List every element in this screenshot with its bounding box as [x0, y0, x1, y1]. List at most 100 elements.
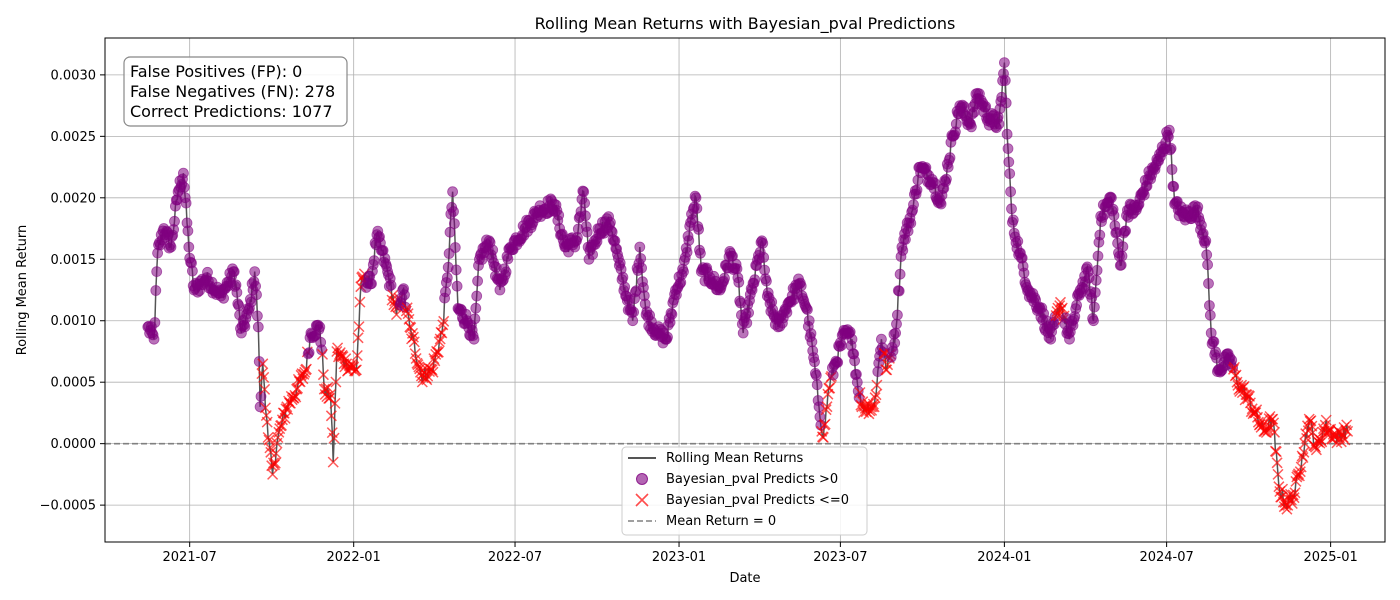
plot-frame [104, 37, 1386, 543]
positive-prediction-point [468, 333, 480, 345]
negative-prediction-point [267, 457, 280, 469]
positive-prediction-point [385, 279, 397, 291]
negative-prediction-point [390, 309, 403, 321]
positive-prediction-point [472, 275, 484, 287]
positive-prediction-point [366, 278, 377, 290]
positive-prediction-point [1091, 264, 1103, 276]
positive-prediction-point [448, 218, 460, 230]
x-tick-label: 2022-07 [488, 550, 542, 565]
positive-prediction-point [449, 242, 461, 253]
positive-prediction-point [502, 253, 514, 265]
negative-prediction-point [327, 456, 339, 468]
positive-prediction-point [487, 244, 499, 256]
negative-prediction-point [408, 336, 420, 348]
positive-prediction-point [811, 379, 823, 391]
negative-prediction-point [437, 319, 449, 331]
negative-prediction-point [1267, 413, 1279, 425]
positive-prediction-point [470, 302, 482, 314]
negative-prediction-point [1342, 425, 1354, 437]
positive-prediction-point [809, 356, 820, 368]
y-tick-label: 0.0030 [51, 68, 97, 83]
positive-prediction-point [993, 118, 1005, 130]
positive-prediction-point [1007, 214, 1019, 226]
x-axis-label: Date [729, 571, 760, 586]
positive-prediction-point [1138, 189, 1150, 201]
negative-prediction-point [324, 388, 337, 401]
negative-prediction-point [328, 432, 340, 444]
positive-prediction-point [581, 226, 593, 238]
positive-prediction-point [690, 192, 702, 204]
positive-prediction-point [1003, 156, 1015, 168]
positive-prediction-point [245, 296, 257, 308]
positive-prediction-point [891, 318, 902, 330]
positive-prediction-point [451, 280, 463, 292]
positive-prediction-point [553, 209, 565, 221]
positive-prediction-point [1004, 168, 1016, 180]
positive-prediction-point [892, 309, 903, 321]
y-axis-label: Rolling Mean Return [15, 225, 30, 356]
negative-prediction-point [1293, 470, 1305, 482]
negative-prediction-point [291, 382, 304, 394]
positive-prediction-point [1018, 267, 1030, 279]
positive-prediction-point [1092, 250, 1104, 262]
positive-prediction-point [218, 292, 230, 304]
positive-prediction-point [1201, 249, 1213, 261]
negative-prediction-point [257, 358, 269, 370]
positive-prediction-point [890, 327, 901, 339]
positive-prediction-point [1090, 274, 1102, 286]
negative-prediction-point [1316, 436, 1328, 448]
y-tick-label: −0.0005 [40, 499, 96, 514]
positive-prediction-point [1000, 97, 1012, 109]
y-axis-ticks: −0.0005 0.0000 0.0005 0.0010 0.0015 0.0020 0.0… [40, 68, 105, 514]
positive-prediction-point [758, 251, 770, 263]
negative-prediction-point [817, 431, 829, 444]
negative-prediction-point [1270, 446, 1282, 458]
positive-prediction-point [743, 307, 754, 319]
positive-prediction-point [761, 275, 772, 287]
negative-prediction-point [322, 381, 334, 393]
positive-prediction-point [1117, 241, 1129, 253]
positive-prediction-point [448, 206, 459, 217]
negative-prediction-point [267, 468, 279, 480]
positive-prediction-point [678, 266, 689, 278]
negative-prediction-point [1268, 417, 1280, 429]
positive-prediction-point [1002, 143, 1014, 155]
positive-prediction-point [827, 369, 839, 381]
positive-prediction-point [897, 244, 909, 256]
negative-prediction-point [269, 457, 281, 469]
x-tick-label: 2025-01 [1303, 550, 1357, 565]
positive-prediction-point [929, 177, 941, 189]
positive-prediction-point [795, 280, 807, 292]
positive-prediction-point [849, 355, 860, 367]
positive-prediction-point [249, 266, 261, 278]
negative-prediction-point [297, 373, 309, 385]
positive-prediction-point [177, 167, 189, 179]
positive-prediction-point [1200, 235, 1212, 247]
x-tick-label: 2024-07 [1139, 550, 1193, 565]
positive-prediction-point [178, 181, 190, 193]
positive-prediction-point [469, 313, 481, 325]
negative-prediction-point [868, 401, 880, 413]
positive-prediction-point [149, 317, 161, 328]
legend-line-label: Rolling Mean Returns [666, 451, 804, 466]
negative-prediction-point [427, 366, 439, 378]
positive-prediction-point [441, 272, 453, 284]
positive-prediction-point [368, 255, 380, 267]
positive-prediction-point [233, 300, 245, 311]
negative-prediction-point [406, 327, 419, 339]
positive-prediction-point [691, 202, 703, 214]
y-tick-label: 0.0000 [51, 437, 97, 452]
positive-prediction-point [183, 241, 195, 253]
negative-prediction-point [1289, 487, 1301, 499]
negative-prediction-point [1294, 466, 1306, 478]
positive-prediction-point [681, 246, 693, 258]
positive-prediction-point [251, 289, 262, 301]
negative-prediction-point [1339, 434, 1351, 446]
negative-prediction-point [871, 379, 883, 391]
y-tick-label: 0.0005 [51, 376, 97, 391]
stats-correct-predictions: Correct Predictions: 1077 [130, 102, 333, 121]
negative-prediction-point [330, 376, 342, 388]
positive-prediction-point [255, 390, 267, 402]
positive-prediction-point [579, 197, 590, 209]
